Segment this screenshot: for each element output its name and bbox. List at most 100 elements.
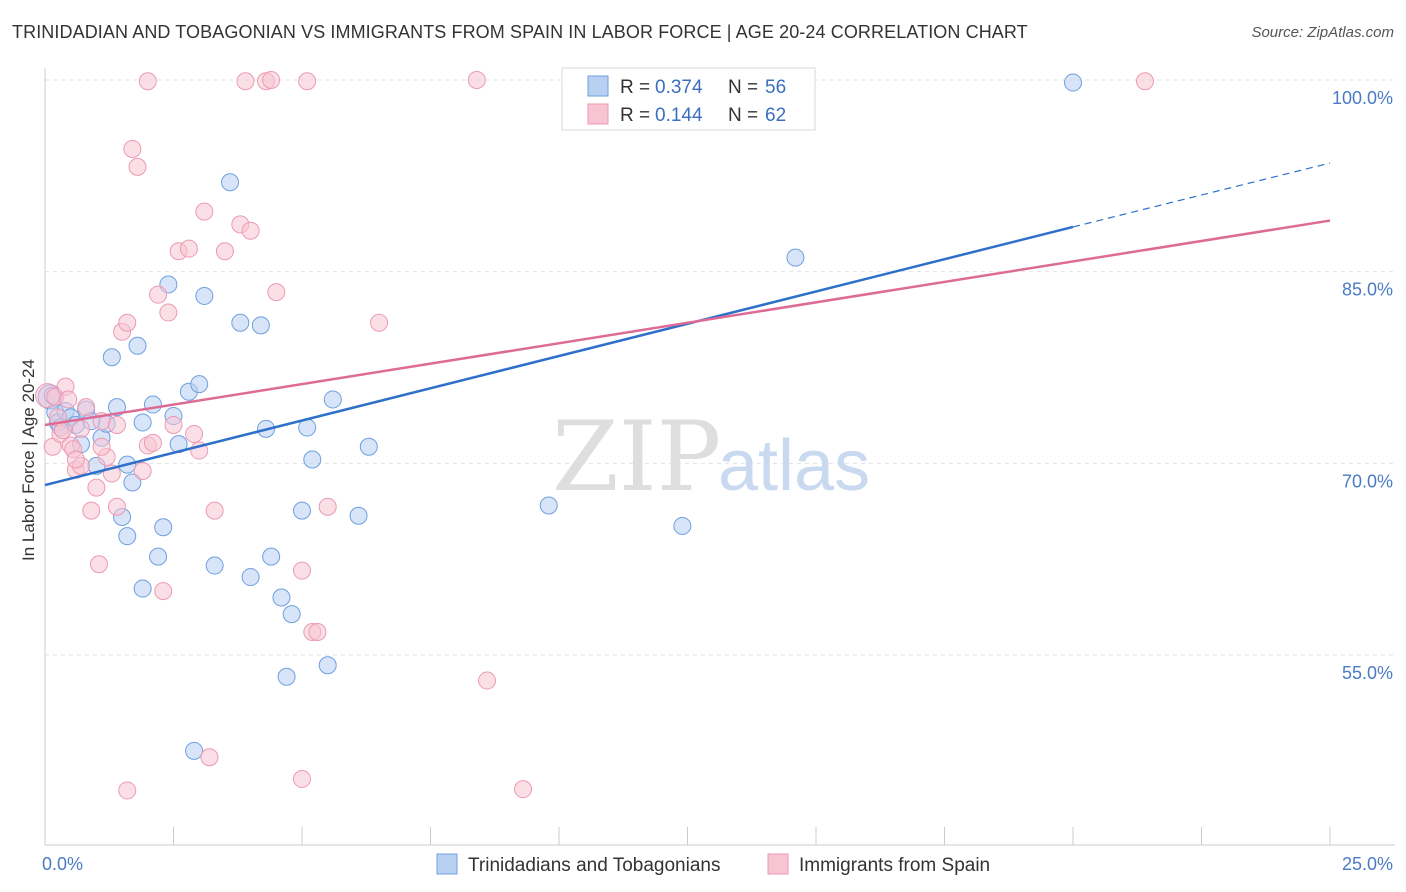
legend-r-label: R = <box>620 77 650 98</box>
point-spain <box>1135 72 1154 91</box>
legend-swatch <box>587 75 609 97</box>
point-trinidadian <box>118 527 137 546</box>
point-trinidadian <box>272 588 291 607</box>
point-spain <box>164 416 183 434</box>
bottom-legend-swatch <box>767 853 789 875</box>
point-spain <box>138 72 157 91</box>
point-trinidadian <box>149 547 168 566</box>
point-spain <box>195 202 214 221</box>
point-trinidadian <box>262 547 281 566</box>
trend-line-trinidadian <box>44 225 1074 487</box>
bottom-legend-label: Trinidadians and Tobagonians <box>468 855 720 876</box>
point-trinidadian <box>102 348 121 367</box>
chart-source: Source: ZipAtlas.com <box>1251 24 1394 41</box>
point-spain <box>118 781 137 800</box>
point-spain <box>267 283 286 302</box>
point-spain <box>71 419 90 438</box>
point-spain <box>128 157 147 176</box>
point-trinidadian <box>133 413 152 432</box>
point-trinidadian <box>293 501 311 520</box>
point-spain <box>514 780 533 799</box>
point-spain <box>89 555 108 574</box>
trend-line-spain <box>44 219 1331 427</box>
point-spain <box>200 748 219 767</box>
point-spain <box>92 437 111 456</box>
point-trinidadian <box>277 667 296 686</box>
point-spain <box>118 313 137 332</box>
point-spain <box>179 239 198 258</box>
bottom-legend: Trinidadians and Tobagonians Immigrants f… <box>436 853 990 876</box>
point-spain <box>293 561 311 580</box>
y-tick-label: 70.0% <box>1342 471 1393 491</box>
watermark: ZIP atlas <box>552 401 870 513</box>
point-spain <box>308 623 327 641</box>
point-trinidadian <box>123 473 142 492</box>
point-trinidadian <box>1064 73 1082 92</box>
point-trinidadian <box>359 437 378 456</box>
data-points <box>35 71 1154 800</box>
bottom-legend-swatch <box>436 853 458 875</box>
legend-r-value: 0.144 <box>655 105 703 126</box>
point-trinidadian <box>303 450 322 469</box>
legend-r-value: 0.374 <box>655 77 703 98</box>
point-spain <box>241 221 260 240</box>
point-trinidadian <box>539 496 558 515</box>
point-spain <box>262 71 281 89</box>
point-trinidadian <box>282 605 301 624</box>
point-trinidadian <box>231 313 250 332</box>
point-spain <box>215 242 234 261</box>
trend-line-trinidadian-extension <box>1072 162 1331 228</box>
point-trinidadian <box>195 286 214 305</box>
point-trinidadian <box>349 506 368 525</box>
point-spain <box>236 72 255 91</box>
legend-n-label: N = <box>728 77 758 98</box>
legend-swatch <box>587 103 609 125</box>
chart-title: TRINIDADIAN AND TOBAGONIAN VS IMMIGRANTS… <box>12 22 1028 42</box>
point-spain <box>133 462 152 480</box>
top-legend: R = 0.374 N = 56 R = 0.144 N = 62 <box>561 67 816 131</box>
point-spain <box>143 433 162 452</box>
point-spain <box>478 671 497 690</box>
y-tick-label: 85.0% <box>1342 280 1393 300</box>
point-spain <box>159 303 178 322</box>
point-trinidadian <box>241 568 260 587</box>
tick-labels: 100.0% 85.0% 70.0% 55.0% 0.0% 25.0% <box>42 88 1393 874</box>
axes <box>44 68 1395 846</box>
point-spain <box>298 72 317 91</box>
point-spain <box>467 71 486 89</box>
point-spain <box>205 501 224 520</box>
point-spain <box>82 501 101 520</box>
legend-n-value: 56 <box>765 77 786 98</box>
point-trinidadian <box>185 741 204 760</box>
point-spain <box>185 424 204 443</box>
watermark-zip: ZIP <box>552 401 721 513</box>
point-trinidadian <box>251 316 270 335</box>
point-spain <box>123 140 142 158</box>
point-spain <box>370 313 389 332</box>
point-trinidadian <box>673 516 692 535</box>
y-axis-title: In Labor Force | Age 20-24 <box>19 359 38 561</box>
point-spain <box>59 390 78 409</box>
legend-n-label: N = <box>728 105 758 126</box>
y-tick-label: 100.0% <box>1332 88 1393 108</box>
point-trinidadian <box>143 395 162 414</box>
point-trinidadian <box>154 518 173 537</box>
trend-lines <box>44 162 1331 487</box>
point-spain <box>77 398 96 417</box>
point-spain <box>293 769 311 788</box>
y-tick-label: 55.0% <box>1342 663 1393 683</box>
point-trinidadian <box>107 398 126 417</box>
bottom-legend-label: Immigrants from Spain <box>799 855 990 876</box>
point-trinidadian <box>786 248 805 267</box>
point-spain <box>318 497 337 516</box>
point-trinidadian <box>221 173 240 192</box>
point-trinidadian <box>190 375 209 394</box>
point-spain <box>154 582 173 601</box>
point-trinidadian <box>318 656 337 675</box>
x-tick-label: 25.0% <box>1342 854 1393 874</box>
point-spain <box>107 497 126 516</box>
point-trinidadian <box>133 579 152 598</box>
x-tick-label: 0.0% <box>42 854 83 874</box>
point-trinidadian <box>323 390 342 409</box>
